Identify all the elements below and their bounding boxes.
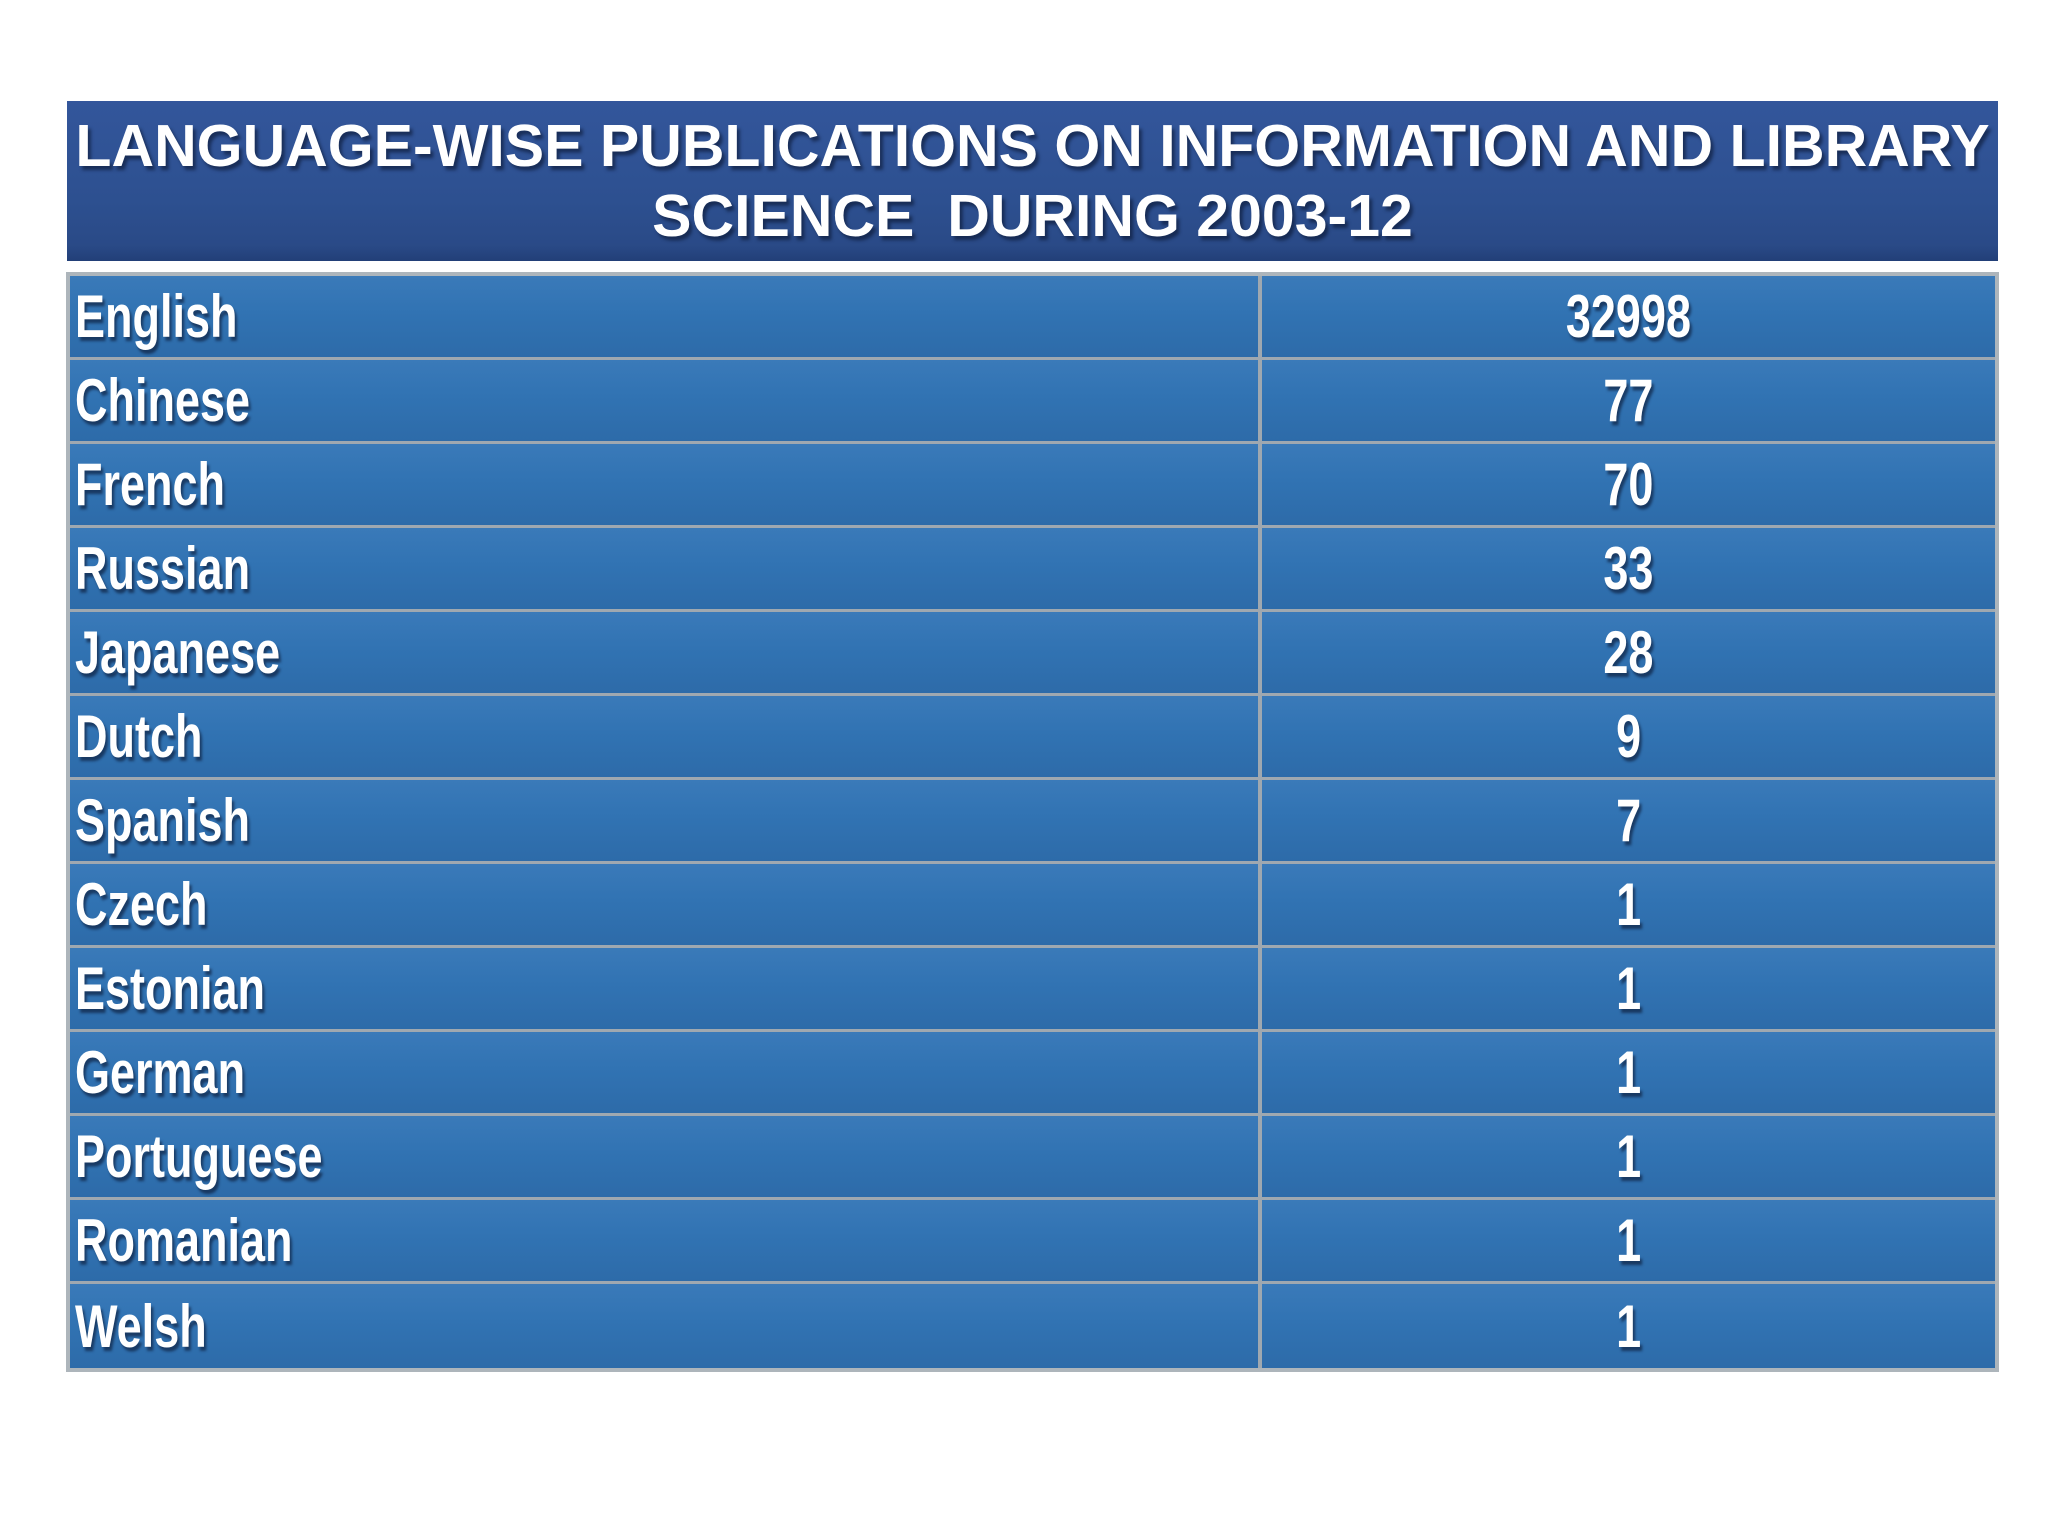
count-value: 1 [1615,1123,1641,1190]
language-label: Romanian [75,1207,293,1274]
language-cell: Chinese [70,360,1262,441]
count-value: 9 [1615,703,1641,770]
count-value: 7 [1615,787,1641,854]
count-value: 28 [1603,619,1654,686]
language-label: Welsh [75,1292,207,1360]
table-row: German 1 [70,1032,1995,1116]
count-value: 32998 [1565,283,1691,350]
count-value: 1 [1615,1207,1641,1274]
count-cell: 9 [1262,696,1995,777]
language-label: Spanish [75,787,251,854]
table-row: Welsh 1 [70,1284,1995,1368]
table-row: Portuguese 1 [70,1116,1995,1200]
table-row: Estonian 1 [70,948,1995,1032]
publications-table: English 32998 Chinese 77 French 70 Russi… [66,272,1999,1372]
table-row: Japanese 28 [70,612,1995,696]
language-cell: Welsh [70,1284,1262,1368]
table-row: Romanian 1 [70,1200,1995,1284]
language-label: French [75,451,226,518]
table-row: Czech 1 [70,864,1995,948]
table-row: Spanish 7 [70,780,1995,864]
language-cell: French [70,444,1262,525]
count-value: 33 [1603,535,1654,602]
language-label: German [75,1039,246,1106]
count-cell: 1 [1262,864,1995,945]
count-cell: 32998 [1262,276,1995,357]
table-row: English 32998 [70,276,1995,360]
language-cell: Czech [70,864,1262,945]
language-cell: English [70,276,1262,357]
title-bar: LANGUAGE-WISE PUBLICATIONS ON INFORMATIO… [67,101,1998,261]
count-cell: 70 [1262,444,1995,525]
count-value: 1 [1615,1039,1641,1106]
count-cell: 1 [1262,1200,1995,1281]
count-cell: 1 [1262,1032,1995,1113]
language-cell: Dutch [70,696,1262,777]
language-cell: German [70,1032,1262,1113]
language-label: Russian [75,535,251,602]
count-cell: 7 [1262,780,1995,861]
slide-title: LANGUAGE-WISE PUBLICATIONS ON INFORMATIO… [75,113,1990,249]
count-value: 1 [1615,871,1641,938]
count-cell: 1 [1262,1116,1995,1197]
count-value: 70 [1603,451,1654,518]
count-cell: 1 [1262,1284,1995,1368]
table-row: French 70 [70,444,1995,528]
count-cell: 33 [1262,528,1995,609]
count-cell: 28 [1262,612,1995,693]
count-value: 77 [1603,367,1654,434]
language-cell: Japanese [70,612,1262,693]
language-cell: Russian [70,528,1262,609]
language-cell: Spanish [70,780,1262,861]
language-label: Dutch [75,703,203,770]
language-label: Chinese [75,367,251,434]
language-label: Estonian [75,955,266,1022]
language-cell: Estonian [70,948,1262,1029]
table-row: Dutch 9 [70,696,1995,780]
count-value: 1 [1615,955,1641,1022]
table-row: Russian 33 [70,528,1995,612]
count-cell: 1 [1262,948,1995,1029]
count-value: 1 [1615,1292,1641,1360]
table-row: Chinese 77 [70,360,1995,444]
language-label: Portuguese [75,1123,323,1190]
language-label: Japanese [75,619,281,686]
language-cell: Portuguese [70,1116,1262,1197]
language-cell: Romanian [70,1200,1262,1281]
count-cell: 77 [1262,360,1995,441]
language-label: English [75,283,238,350]
language-label: Czech [75,871,208,938]
